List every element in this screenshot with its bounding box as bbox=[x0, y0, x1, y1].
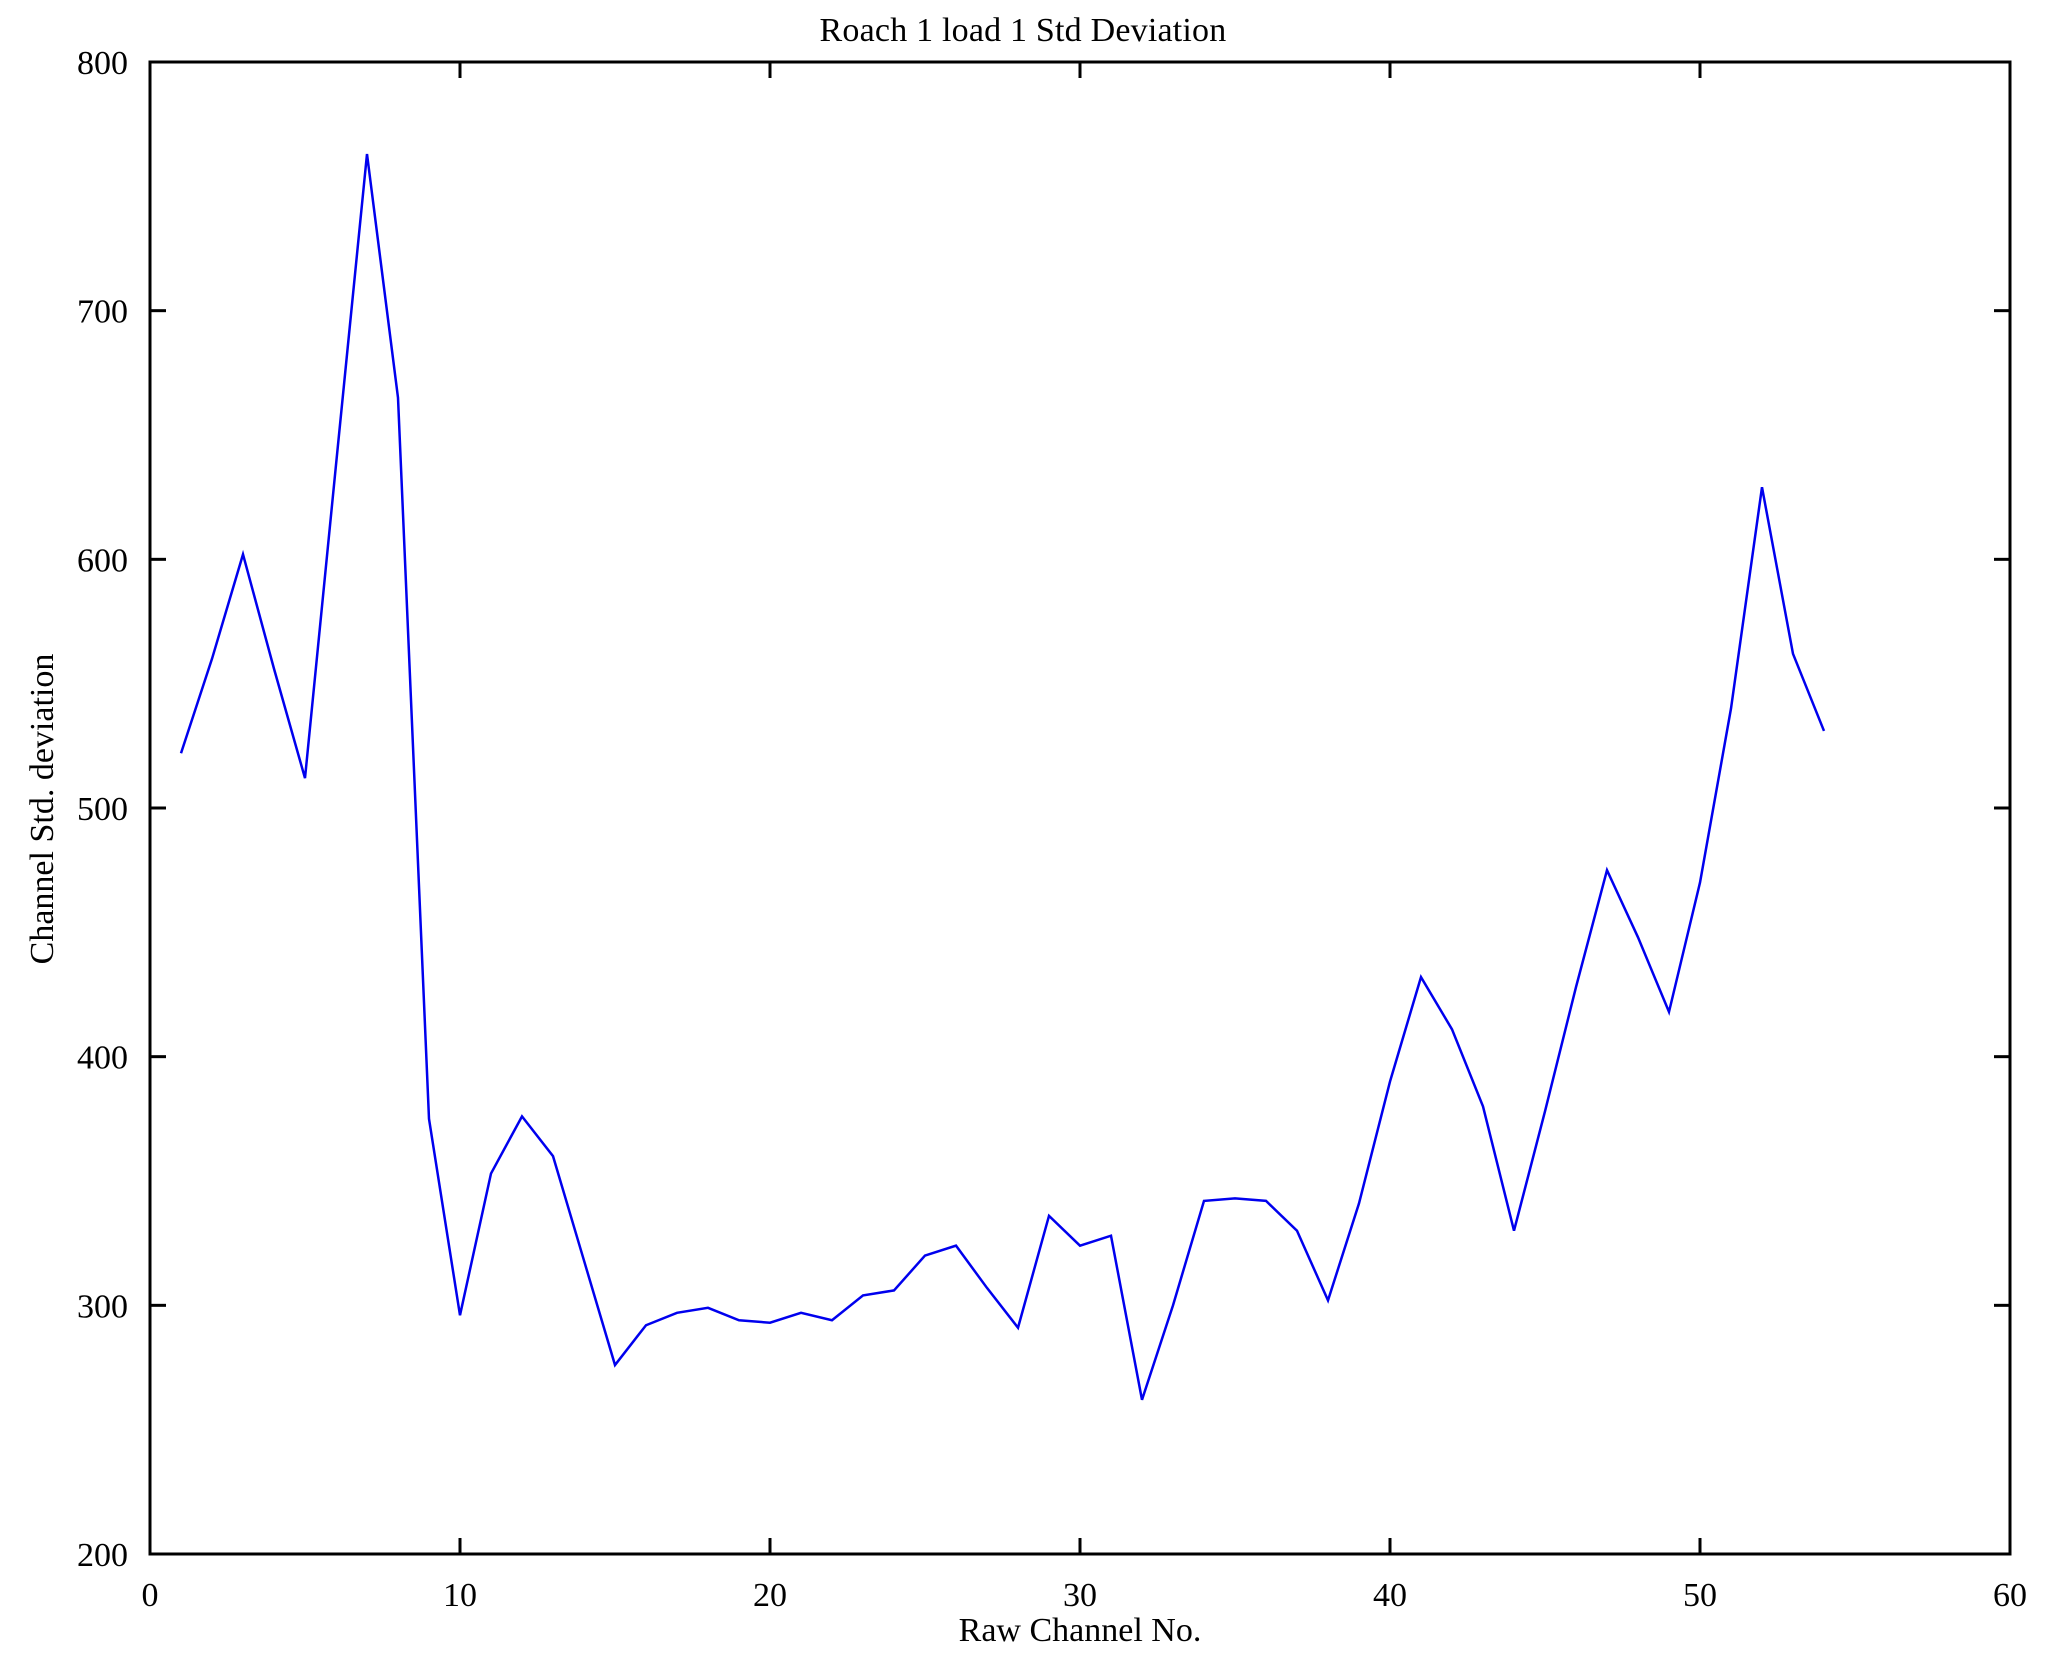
axis-tick-labels: 0 10 20 30 40 50 60 200 300 400 500 600 700 800 bbox=[77, 45, 2027, 1614]
plot-axes bbox=[148, 60, 2012, 1556]
y-tick-label: 800 bbox=[77, 45, 128, 82]
y-tick-label: 400 bbox=[77, 1040, 128, 1077]
x-axis-label: Raw Channel No. bbox=[958, 1612, 1202, 1649]
x-tick-label: 30 bbox=[1063, 1577, 1097, 1614]
y-tick-label: 700 bbox=[77, 294, 128, 331]
plot-frame bbox=[148, 60, 2012, 1556]
x-tick-label: 20 bbox=[753, 1577, 787, 1614]
axis-ticks bbox=[150, 60, 2010, 1556]
x-tick-label: 50 bbox=[1683, 1577, 1717, 1614]
x-tick-label: 60 bbox=[1993, 1577, 2027, 1614]
x-tick-label: 40 bbox=[1373, 1577, 1407, 1614]
x-tick-label: 0 bbox=[142, 1577, 159, 1614]
y-tick-label: 600 bbox=[77, 542, 128, 579]
data-series-group bbox=[179, 153, 1826, 1401]
y-axis-label: Channel Std. deviation bbox=[24, 653, 61, 965]
y-tick-label: 200 bbox=[77, 1537, 128, 1574]
x-tick-label: 10 bbox=[443, 1577, 477, 1614]
data-line bbox=[179, 153, 1826, 1401]
y-tick-label: 500 bbox=[77, 791, 128, 828]
y-tick-label: 300 bbox=[77, 1288, 128, 1325]
chart-title: Roach 1 load 1 Std Deviation bbox=[819, 12, 1227, 49]
